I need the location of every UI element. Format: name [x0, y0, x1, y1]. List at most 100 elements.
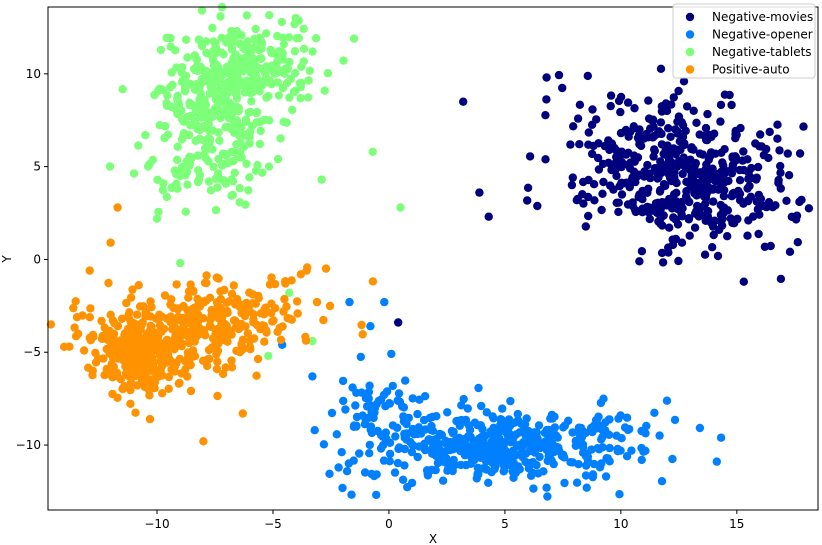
data-point [299, 24, 308, 33]
data-point [451, 444, 460, 453]
data-point [171, 316, 181, 325]
data-point [164, 372, 174, 382]
data-point [582, 449, 591, 458]
data-point [720, 178, 729, 187]
data-point [673, 220, 683, 229]
data-point [227, 44, 236, 54]
data-point [394, 318, 403, 327]
data-point [255, 139, 264, 149]
data-point [227, 191, 236, 200]
data-point [577, 433, 586, 442]
data-point [731, 134, 740, 143]
data-point [125, 346, 134, 356]
data-point [673, 146, 683, 155]
data-point [167, 295, 176, 304]
data-point [714, 185, 723, 194]
data-point [235, 184, 244, 193]
data-point [595, 421, 604, 431]
data-point [201, 100, 210, 109]
data-point [243, 329, 253, 338]
data-point [290, 19, 299, 29]
data-point [615, 490, 624, 499]
data-point [181, 71, 191, 81]
data-point [638, 204, 647, 213]
data-point [274, 91, 283, 100]
data-point [607, 139, 617, 148]
data-point [249, 334, 259, 343]
data-point [773, 120, 782, 129]
data-point [680, 140, 689, 150]
data-point [129, 330, 138, 339]
data-point [734, 186, 743, 196]
data-point [334, 463, 343, 472]
x-tick-label: −5 [264, 517, 282, 531]
data-point [245, 173, 254, 182]
data-point [304, 76, 313, 85]
data-point [278, 322, 287, 331]
data-point [782, 196, 791, 205]
data-point [254, 45, 264, 55]
data-point [678, 121, 688, 130]
data-point [534, 421, 544, 430]
data-point [434, 440, 444, 449]
data-point [150, 384, 159, 393]
data-point [217, 309, 226, 319]
data-point [191, 136, 200, 146]
data-point [182, 113, 192, 122]
data-point [541, 111, 550, 120]
data-point [174, 379, 183, 388]
data-point [735, 196, 745, 205]
data-point [739, 165, 748, 175]
data-point [594, 165, 604, 174]
series-negative-movies [394, 64, 814, 327]
data-point [202, 271, 211, 280]
data-point [349, 422, 359, 431]
data-point [393, 423, 402, 432]
data-point [408, 394, 417, 403]
data-point [225, 297, 234, 306]
data-point [126, 385, 135, 395]
data-point [227, 356, 236, 365]
data-point [253, 354, 263, 364]
data-point [356, 352, 365, 362]
data-point [194, 35, 204, 44]
data-point [745, 181, 754, 191]
data-point [161, 122, 170, 131]
data-point [135, 338, 145, 347]
data-point [296, 94, 305, 103]
data-point [257, 37, 266, 47]
data-point [360, 468, 370, 477]
data-point [262, 29, 271, 38]
data-point [456, 460, 466, 470]
data-point [573, 114, 583, 123]
data-point [281, 277, 290, 286]
data-point [159, 324, 169, 333]
data-point [366, 422, 376, 431]
data-point [391, 432, 400, 441]
data-point [627, 446, 636, 455]
data-point [270, 279, 280, 289]
data-point [86, 336, 95, 345]
legend-label: Negative-opener [712, 28, 813, 42]
data-point [581, 222, 590, 231]
data-point [105, 162, 115, 171]
data-point [637, 455, 646, 465]
data-point [419, 415, 429, 425]
data-point [209, 162, 218, 171]
data-point [470, 418, 480, 427]
data-point [173, 304, 182, 313]
data-point [431, 451, 441, 460]
data-point [273, 327, 282, 336]
data-point [687, 172, 696, 182]
data-point [134, 320, 144, 330]
data-point [612, 152, 621, 162]
data-point [225, 67, 234, 77]
data-point [116, 352, 126, 361]
data-point [670, 163, 679, 172]
data-point [171, 46, 180, 55]
data-point [593, 444, 602, 453]
data-point [689, 106, 698, 116]
data-point [605, 415, 614, 424]
data-point [547, 410, 557, 420]
data-point [251, 24, 260, 34]
